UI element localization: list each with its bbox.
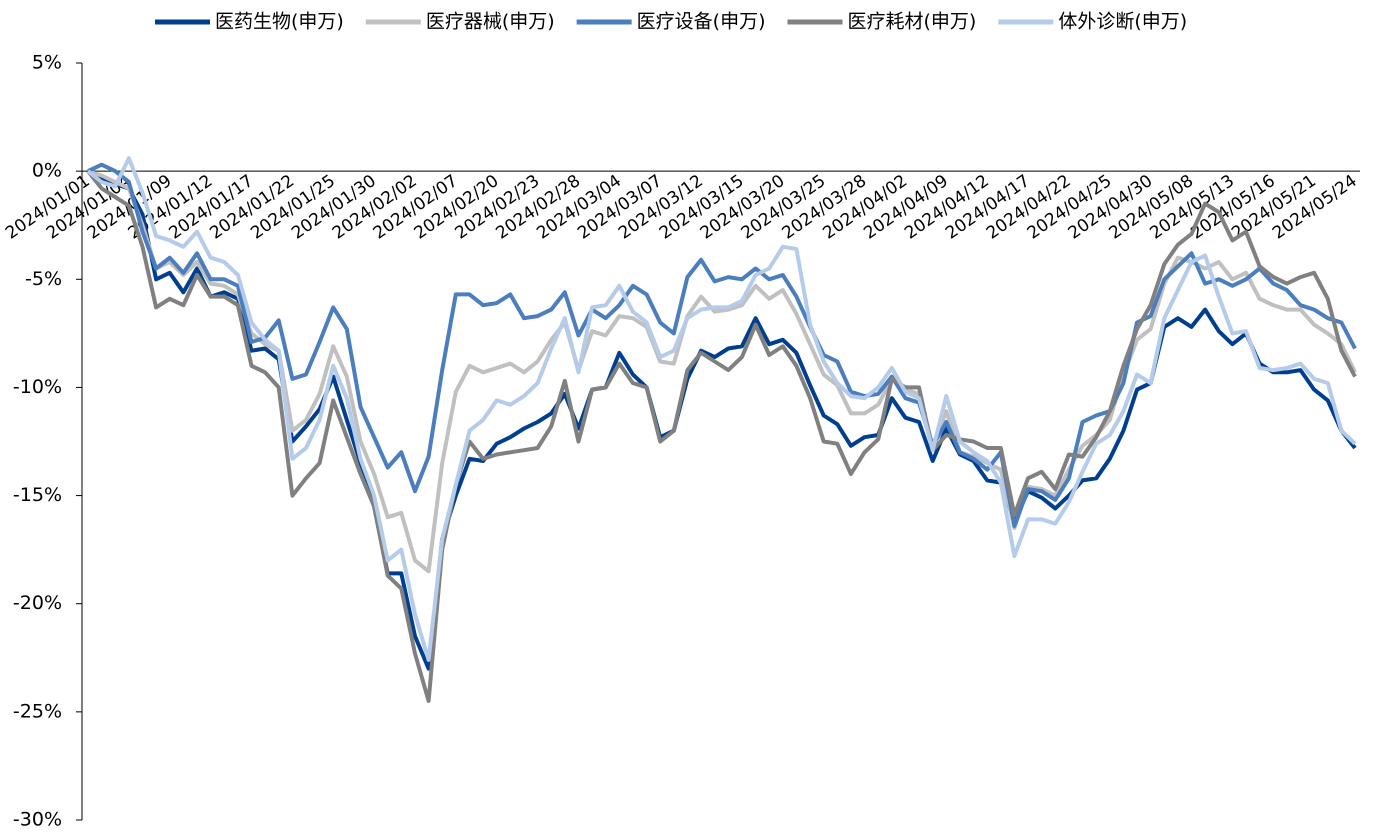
legend-label: 医疗设备(申万) xyxy=(637,11,766,33)
y-tick-label: 5% xyxy=(32,52,62,74)
legend-label: 医疗耗材(申万) xyxy=(847,11,976,33)
line-series xyxy=(87,169,1357,671)
legend-item: 体外诊断(申万) xyxy=(998,11,1187,33)
legend-item: 医疗器械(申万) xyxy=(365,11,555,33)
y-tick-label: -30% xyxy=(13,809,62,831)
legend-label: 医疗器械(申万) xyxy=(426,11,555,33)
line-series xyxy=(87,169,1357,574)
line-series xyxy=(86,169,1357,703)
y-tick-label: -10% xyxy=(13,376,62,398)
y-tick-label: -20% xyxy=(13,592,62,614)
legend-item: 医疗耗材(申万) xyxy=(787,11,976,33)
y-tick-label: -25% xyxy=(13,700,62,722)
line-series xyxy=(86,156,1357,662)
y-tick-label: -15% xyxy=(13,484,62,506)
legend-item: 医药生物(申万) xyxy=(155,11,344,33)
legend-item: 医疗设备(申万) xyxy=(576,11,766,33)
legend-label: 体外诊断(申万) xyxy=(1058,11,1187,33)
legend-label: 医药生物(申万) xyxy=(215,11,344,33)
y-tick-label: -5% xyxy=(25,268,62,290)
y-tick-label: 0% xyxy=(32,160,62,182)
